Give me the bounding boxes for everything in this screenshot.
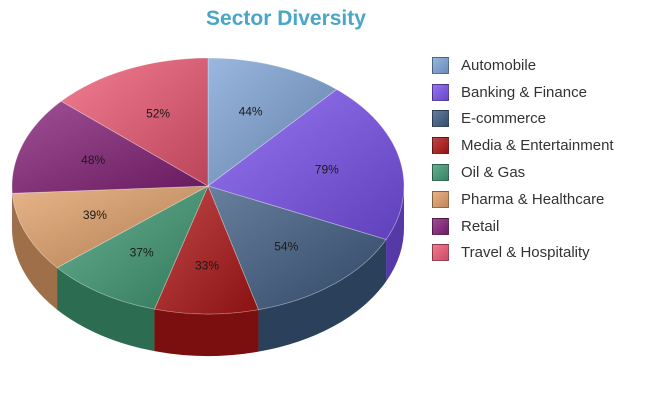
pie-side-pharma-and-healthcare — [12, 193, 58, 310]
legend-swatch — [432, 244, 449, 262]
pie-slice-oil-and-gas[interactable] — [56, 185, 209, 310]
legend-swatch — [432, 217, 449, 235]
legend-item-retail[interactable]: Retail — [432, 213, 614, 240]
legend-item-travel-and-hospitality[interactable]: Travel & Hospitality — [432, 240, 614, 267]
legend-label: Banking & Finance — [461, 83, 587, 101]
chart-title: Sector Diversity — [206, 7, 366, 30]
legend-swatch — [432, 83, 449, 101]
legend-item-oil-and-gas[interactable]: Oil & Gas — [432, 159, 614, 186]
legend-label: Retail — [461, 217, 500, 235]
pie-slice-automobile[interactable] — [207, 57, 338, 187]
data-label-pharma-and-healthcare: 39% — [83, 208, 107, 222]
legend-swatch — [432, 56, 449, 74]
pie-slice-retail[interactable] — [11, 100, 210, 194]
legend: Automobile Banking & Finance E-commerce Med… — [432, 52, 614, 266]
legend-item-automobile[interactable]: Automobile — [432, 52, 614, 79]
legend-swatch — [432, 164, 449, 182]
pie-slice-e-commerce[interactable] — [207, 185, 387, 311]
legend-label: Travel & Hospitality — [461, 244, 590, 262]
pie-side-e-commerce — [258, 239, 387, 352]
data-label-retail: 48% — [81, 153, 105, 167]
legend-swatch — [432, 110, 449, 128]
pie-slice-media-and-entertainment[interactable] — [153, 184, 260, 315]
legend-item-pharma-and-healthcare[interactable]: Pharma & Healthcare — [432, 186, 614, 213]
legend-swatch — [432, 190, 449, 208]
legend-item-e-commerce[interactable]: E-commerce — [432, 106, 614, 133]
legend-label: Media & Entertainment — [461, 137, 614, 155]
data-label-travel-and-hospitality: 52% — [146, 107, 170, 121]
legend-label: Pharma & Healthcare — [461, 190, 605, 208]
legend-item-banking-and-finance[interactable]: Banking & Finance — [432, 79, 614, 106]
data-label-banking-and-finance: 79% — [315, 162, 339, 176]
pie-slice-travel-and-hospitality[interactable] — [60, 57, 209, 187]
pie-slice-banking-and-finance[interactable] — [207, 88, 405, 240]
data-label-oil-and-gas: 37% — [130, 245, 154, 259]
data-label-automobile: 44% — [239, 105, 263, 119]
legend-swatch — [432, 137, 449, 155]
legend-label: E-commerce — [461, 110, 547, 128]
pie-side-oil-and-gas — [57, 267, 155, 352]
pie-side-banking-and-finance — [386, 186, 404, 282]
legend-item-media-and-entertainment[interactable]: Media & Entertainment — [432, 132, 614, 159]
pie-slice-pharma-and-healthcare[interactable] — [11, 185, 209, 269]
data-label-media-and-entertainment: 33% — [195, 258, 219, 272]
pie-side-media-and-entertainment — [154, 309, 259, 356]
data-label-e-commerce: 54% — [274, 240, 298, 254]
legend-label: Oil & Gas — [461, 164, 526, 182]
legend-label: Automobile — [461, 56, 537, 74]
